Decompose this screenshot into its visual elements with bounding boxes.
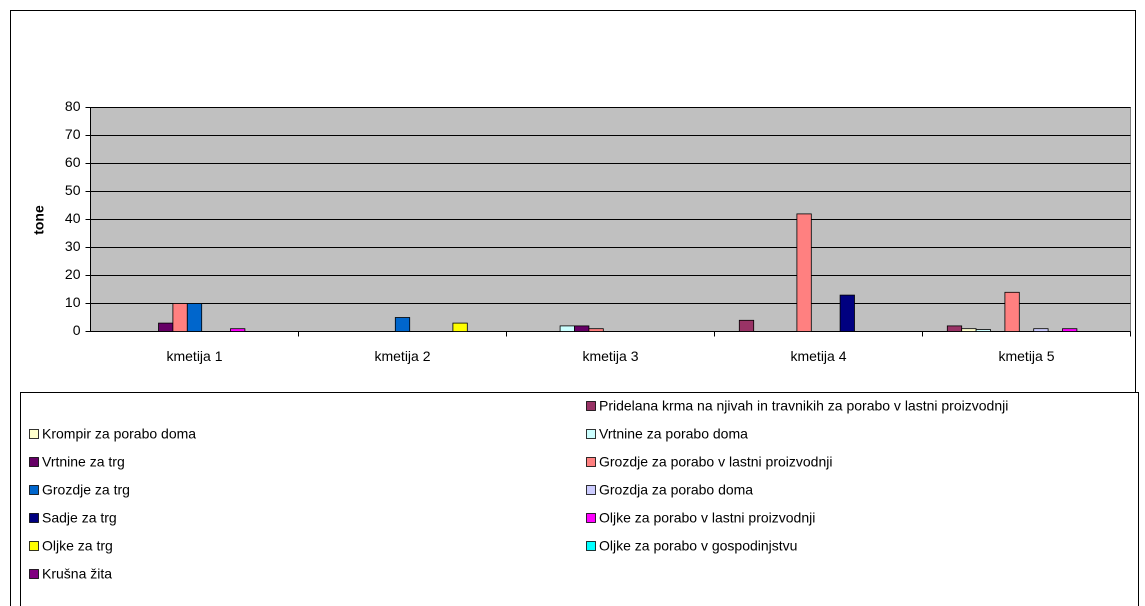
bar [738, 319, 755, 332]
legend-swatch [29, 429, 39, 439]
legend-swatch [29, 485, 39, 495]
bar [946, 325, 963, 332]
y-tick-label: 10 [65, 294, 81, 310]
x-tick-label: kmetija 1 [166, 348, 222, 364]
bar [1004, 291, 1020, 332]
x-tick-label: kmetija 4 [790, 348, 846, 364]
y-tick-label: 40 [65, 210, 81, 226]
y-axis-label: tone [31, 205, 47, 235]
bar [158, 322, 174, 332]
y-tick-label: 20 [65, 266, 81, 282]
bar [574, 325, 590, 332]
legend-swatch [586, 485, 596, 495]
legend-swatch [29, 513, 39, 523]
x-tick-label: kmetija 5 [998, 348, 1054, 364]
y-tick-label: 30 [65, 238, 81, 254]
legend-label: Grozdje za porabo v lastni proizvodnji [599, 454, 832, 470]
y-tick-label: 50 [65, 182, 81, 198]
bar [839, 294, 855, 332]
legend-items: Pridelana krma na njivah in travnikih za… [29, 398, 1008, 582]
legend [20, 392, 1139, 606]
legend-label: Vrtnine za trg [42, 454, 125, 470]
y-tick-label: 0 [73, 322, 81, 338]
bar [452, 322, 468, 332]
x-tick-label: kmetija 2 [374, 348, 430, 364]
y-tick-label: 60 [65, 154, 81, 170]
legend-label: Krompir za porabo doma [42, 426, 196, 442]
bar [961, 328, 977, 332]
bar [559, 325, 575, 332]
legend-swatch [586, 429, 596, 439]
bar [1033, 328, 1049, 332]
legend-swatch [29, 569, 39, 579]
bar [230, 328, 246, 332]
legend-label: Pridelana krma na njivah in travnikih za… [599, 398, 1008, 414]
bar [186, 303, 203, 332]
y-tick-label: 70 [65, 126, 81, 142]
bar [588, 328, 604, 332]
y-tick-label: 80 [65, 98, 81, 114]
bar [394, 317, 411, 332]
legend-swatch [586, 513, 596, 523]
legend-label: Oljke za trg [42, 538, 113, 554]
bar [172, 303, 188, 332]
legend-label: Oljke za porabo v gospodinjstvu [599, 538, 797, 554]
x-tick-label: kmetija 3 [582, 348, 638, 364]
legend-swatch [586, 541, 596, 551]
legend-swatch [29, 457, 39, 467]
legend-label: Vrtnine za porabo doma [599, 426, 748, 442]
legend-label: Sadje za trg [42, 510, 117, 526]
legend-label: Krušna žita [42, 566, 112, 582]
legend-label: Grozdja za porabo doma [599, 482, 753, 498]
bar [975, 329, 991, 332]
legend-swatch [586, 401, 596, 411]
bar [796, 213, 812, 332]
legend-swatch [586, 457, 596, 467]
legend-label: Oljke za porabo v lastni proizvodnji [599, 510, 815, 526]
legend-swatch [29, 541, 39, 551]
legend-label: Grozdje za trg [42, 482, 130, 498]
bar [1062, 328, 1078, 332]
